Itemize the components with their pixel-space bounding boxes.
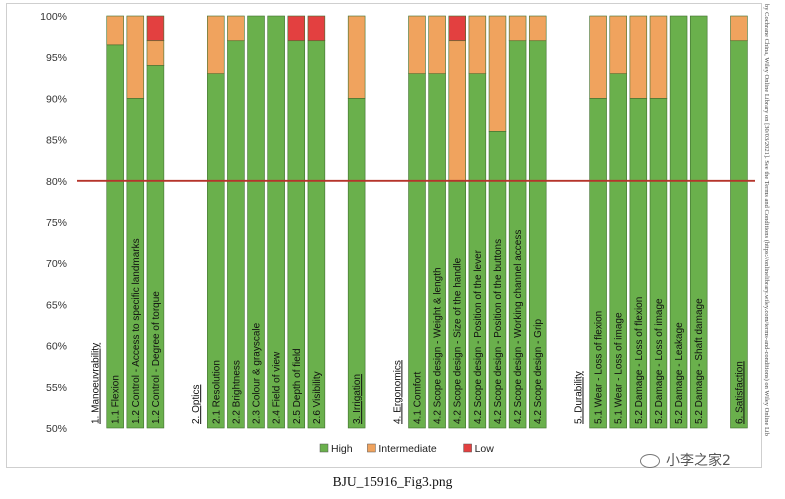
bar-segment-low [287, 15, 306, 42]
bar-segment-intermediate [408, 15, 426, 74]
bar-segment-high [669, 15, 688, 429]
bar-label: 2.6 Visibility [312, 371, 323, 424]
bar-label: 1.2 Control - Degree of torque [151, 291, 162, 424]
legend-label: Intermediate [378, 443, 437, 455]
y-tick-label: 100% [40, 11, 67, 23]
group-label: 4. Ergonomics [392, 360, 403, 424]
y-tick-label: 80% [46, 176, 67, 188]
y-tick-label: 90% [46, 93, 67, 105]
y-tick-label: 50% [46, 423, 67, 435]
bar-segment-intermediate [347, 15, 366, 99]
bar-segment-intermediate [609, 15, 627, 74]
bar-label: 5.2 Damage - Shaft damage [694, 298, 705, 424]
bar-label: 5.2 Damage - Leakage [674, 322, 685, 424]
bar-label: 4.1 Comfort [413, 372, 424, 424]
bar-segment-intermediate [649, 15, 668, 99]
bar-segment-high [689, 15, 708, 429]
bar-segment-high [247, 15, 265, 429]
bar-label: 5.1 Wear - Loss of flexion [594, 311, 605, 424]
stacked-bar-chart: 50% 55% 60% 65% 70% 75% 80% 85% 90% 95% 100% 1. Man… [40, 11, 755, 455]
y-tick-label: 55% [46, 382, 67, 394]
bar-segment-low [448, 15, 466, 42]
bar-label: 2.2 Brightness [231, 360, 242, 424]
group-label: 2. Optics [191, 385, 202, 424]
y-tick-label: 65% [46, 299, 67, 311]
bar-label: 4.2 Scope design - Working channel acces… [513, 230, 524, 424]
y-tick-label: 70% [46, 258, 67, 270]
watermark: 小李之家2 [640, 450, 731, 470]
y-tick-label: 60% [46, 341, 67, 353]
y-tick-label: 95% [46, 52, 67, 64]
bar-segment-intermediate [629, 15, 648, 99]
y-tick-label: 75% [46, 217, 67, 229]
group-label: 1. Manoeuvrability [91, 343, 102, 424]
bar-label: 2.3 Colour & grayscale [252, 322, 263, 424]
bar-segment-intermediate [428, 15, 446, 74]
bar-segment-intermediate [126, 15, 145, 99]
bar-segment-intermediate [448, 40, 466, 182]
bar-segment-intermediate [106, 15, 124, 46]
side-note-text: by Cochrane China, Wiley Online Library … [763, 4, 770, 436]
bar-segment-intermediate [468, 15, 487, 74]
bar-label: 6. Satisfaction [734, 361, 745, 424]
bar-label: 2.4 Field of view [272, 351, 283, 424]
bar-segment-intermediate [589, 15, 607, 99]
watermark-text: 小李之家2 [666, 453, 731, 469]
bar-segment-intermediate [508, 15, 527, 42]
legend-swatch [367, 443, 376, 453]
side-note: by Cochrane China, Wiley Online Library … [763, 4, 777, 474]
chat-bubble-icon [640, 454, 660, 468]
legend-swatch [319, 443, 329, 453]
bar-segment-high [267, 15, 285, 429]
bar-label: 4.2 Scope design - Weight & length [433, 267, 444, 424]
bar-segment-low [307, 15, 326, 42]
bar-label: 4.2 Scope design - Position of the lever [473, 249, 484, 424]
bar-label: 3. Irrigation [352, 374, 363, 424]
bar-label: 2.5 Depth of field [292, 348, 303, 424]
bar-segment-intermediate [227, 15, 245, 42]
bar-label: 4.2 Scope design - Position of the butto… [493, 239, 504, 424]
bar-label: 4.2 Scope design - Grip [533, 319, 544, 424]
legend-swatch [463, 443, 472, 453]
bar-segment-intermediate [207, 15, 225, 74]
bar-label: 1.2 Control - Access to specific landmar… [131, 238, 142, 424]
bar-label: 5.2 Damage - Loss of flexion [634, 297, 645, 424]
bar-segment-high [106, 44, 124, 429]
bar-segment-high [307, 40, 326, 429]
bar-segment-intermediate [730, 15, 748, 42]
legend-label: High [331, 443, 353, 455]
legend-label: Low [475, 443, 495, 455]
bar-label: 4.2 Scope design - Size of the handle [453, 257, 464, 424]
bar-label: 2.1 Resolution [211, 360, 222, 424]
bar-segment-intermediate [146, 40, 165, 66]
chart-frame: 50% 55% 60% 65% 70% 75% 80% 85% 90% 95% 100% 1. Man… [6, 3, 762, 468]
group-label: 5. Durability [573, 371, 584, 424]
bar-segment-intermediate [528, 15, 547, 42]
bar-label: 1.1 Flexion [111, 375, 122, 424]
bar-label: 5.1 Wear - Loss of image [614, 312, 625, 424]
bar-segment-intermediate [488, 15, 507, 132]
bar-label: 5.2 Damage - Loss of image [654, 298, 665, 424]
y-tick-label: 85% [46, 135, 67, 147]
bar-segment-low [146, 15, 165, 42]
figure-caption: BJU_15916_Fig3.png [332, 474, 453, 489]
